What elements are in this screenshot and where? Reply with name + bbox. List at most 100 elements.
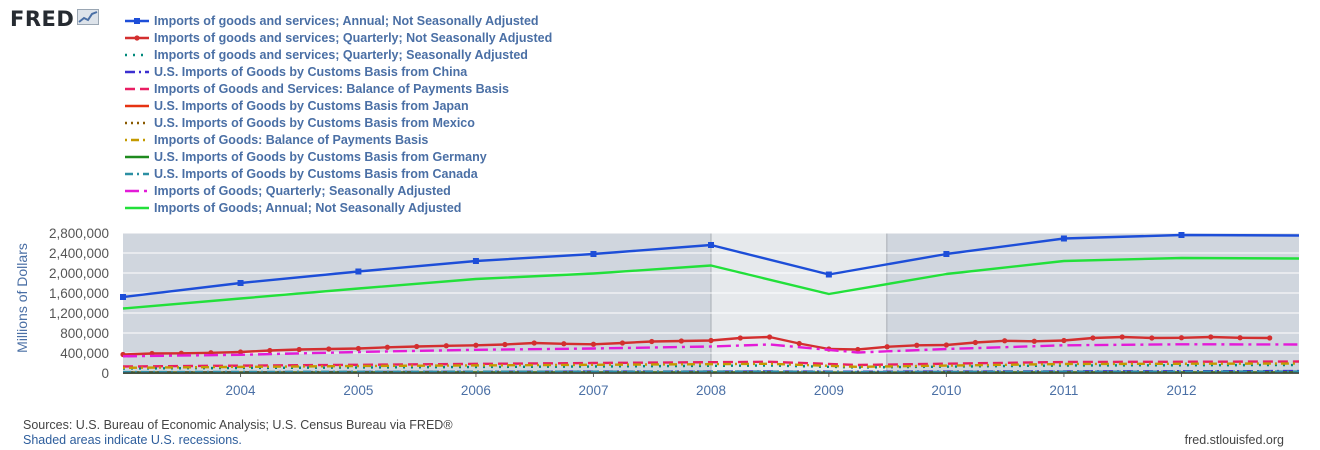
series-point [972, 339, 978, 346]
series-point [943, 251, 950, 257]
series-point [267, 347, 273, 354]
series-point [1267, 335, 1273, 341]
series-point [414, 343, 420, 350]
legend-label: U.S. Imports of Goods by Customs Basis f… [154, 98, 469, 113]
fred-logo[interactable]: FRED [10, 7, 100, 31]
x-tick-label: 2008 [696, 383, 726, 398]
legend-item[interactable]: U.S. Imports of Goods by Customs Basis f… [124, 148, 552, 165]
legend-swatch [125, 104, 149, 107]
legend-label: U.S. Imports of Goods by Customs Basis f… [154, 166, 478, 181]
y-axis-label: Millions of Dollars [14, 243, 30, 353]
series-point [796, 340, 802, 347]
legend-item[interactable]: Imports of Goods: Balance of Payments Ba… [124, 131, 552, 148]
x-tick-label: 2004 [226, 383, 257, 398]
x-tick-label: 2012 [1166, 383, 1196, 398]
y-tick-label: 800,000 [60, 326, 109, 341]
series-point [1060, 235, 1067, 242]
legend-item[interactable]: Imports of goods and services; Quarterly… [124, 29, 552, 46]
legend-item[interactable]: U.S. Imports of Goods by Customs Basis f… [124, 165, 552, 182]
series-point [1031, 338, 1037, 344]
legend-item[interactable]: Imports of Goods; Quarterly; Seasonally … [124, 182, 552, 199]
series-point [767, 334, 773, 340]
fred-logo-text: FRED [10, 7, 75, 31]
series-point [1149, 335, 1155, 341]
y-tick-label: 1,200,000 [49, 306, 109, 321]
legend-item[interactable]: U.S. Imports of Goods by Customs Basis f… [124, 114, 552, 131]
series-point [237, 280, 244, 286]
series-point [1208, 334, 1214, 340]
legend-item[interactable]: Imports of Goods; Annual; Not Seasonally… [124, 199, 552, 216]
series-point [590, 251, 597, 257]
legend-label: U.S. Imports of Goods by Customs Basis f… [154, 115, 475, 130]
x-tick-label: 2005 [343, 383, 373, 398]
legend-item[interactable]: U.S. Imports of Goods by Customs Basis f… [124, 97, 552, 114]
series-point [884, 344, 890, 350]
y-tick-label: 400,000 [60, 346, 109, 361]
legend-label: Imports of goods and services; Quarterly… [154, 30, 553, 45]
x-tick-label: 2009 [814, 383, 844, 398]
x-tick-label: 2010 [931, 383, 961, 398]
series-point [355, 345, 361, 352]
series-line-5 [122, 360, 1300, 368]
legend-label: Imports of Goods: Balance of Payments Ba… [154, 132, 429, 147]
y-tick-label: 2,400,000 [49, 246, 109, 261]
series-point [1237, 335, 1243, 341]
series-point [855, 346, 861, 353]
series-line-10 [122, 370, 1300, 374]
legend-swatch [125, 121, 149, 124]
series-point [443, 343, 449, 349]
legend-swatch [125, 138, 149, 141]
series-point [708, 242, 714, 248]
recession-note: Shaded areas indicate U.S. recessions. [23, 433, 242, 447]
legend-label: Imports of Goods; Quarterly; Seasonally … [154, 183, 451, 198]
series-line-2 [122, 335, 1270, 356]
legend-swatch [125, 172, 149, 175]
legend-label: Imports of Goods and Services: Balance o… [154, 81, 509, 96]
legend-swatch [125, 34, 149, 41]
series-point [1178, 232, 1185, 238]
series-point [590, 341, 597, 347]
series-point [237, 349, 244, 355]
legend-swatch [125, 155, 149, 158]
series-point [737, 335, 743, 341]
series-point [1002, 338, 1008, 344]
legend-item[interactable]: Imports of goods and services; Quarterly… [124, 46, 552, 63]
series-point [914, 342, 920, 348]
series-point [473, 342, 479, 348]
series-point [1119, 334, 1125, 340]
series-point [472, 258, 479, 264]
series-point [384, 344, 390, 350]
legend-label: Imports of goods and services; Annual; N… [154, 13, 539, 28]
chart-legend: Imports of goods and services; Annual; N… [124, 12, 552, 216]
legend-swatch [125, 206, 149, 209]
series-point [531, 340, 537, 346]
legend-label: U.S. Imports of Goods by Customs Basis f… [154, 149, 487, 164]
legend-label: U.S. Imports of Goods by Customs Basis f… [154, 64, 468, 79]
series-point [1178, 335, 1185, 341]
series-point [502, 341, 508, 348]
fred-url[interactable]: fred.stlouisfed.org [1184, 433, 1284, 447]
series-point [708, 337, 714, 344]
series-point [296, 346, 302, 353]
series-line-12 [122, 256, 1300, 310]
x-tick-label: 2011 [1049, 383, 1078, 398]
y-tick-label: 2,800,000 [49, 226, 109, 241]
legend-swatch [125, 70, 149, 73]
series-point [1061, 337, 1067, 344]
legend-item[interactable]: U.S. Imports of Goods by Customs Basis f… [124, 63, 552, 80]
series-point [1090, 335, 1096, 341]
series-line-8 [122, 362, 1300, 369]
series-point [825, 271, 832, 278]
y-tick-label: 1,600,000 [49, 286, 109, 301]
legend-item[interactable]: Imports of goods and services; Annual; N… [124, 12, 552, 29]
legend-item[interactable]: Imports of Goods and Services: Balance o… [124, 80, 552, 97]
x-tick-label: 2007 [578, 383, 608, 398]
y-tick-label: 0 [101, 366, 109, 381]
fred-trend-chart-icon [77, 8, 100, 30]
series-point [943, 342, 949, 348]
legend-swatch [125, 17, 149, 24]
series-point [120, 294, 126, 300]
y-tick-label: 2,000,000 [49, 266, 109, 281]
series-point [355, 268, 362, 275]
